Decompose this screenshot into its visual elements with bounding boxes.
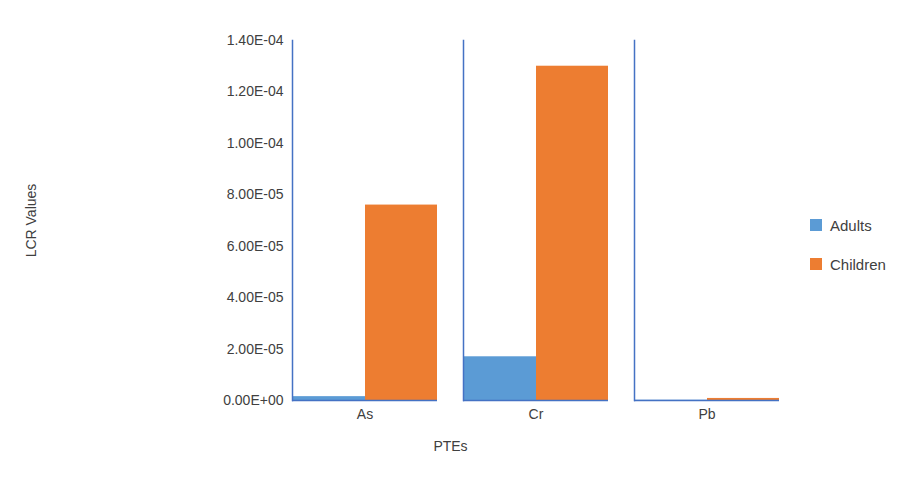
svg-text:6.00E-05: 6.00E-05 [227, 237, 284, 253]
svg-text:As: As [357, 406, 373, 422]
svg-text:1.40E-04: 1.40E-04 [227, 31, 284, 47]
svg-text:PTEs: PTEs [433, 437, 467, 453]
html-text:Children: Children [830, 255, 886, 273]
svg-text:Pb: Pb [698, 406, 715, 422]
svg-text:0.00E+00: 0.00E+00 [223, 391, 284, 407]
svg-text:1.00E-04: 1.00E-04 [227, 134, 284, 150]
svg-text:1.20E-04: 1.20E-04 [227, 83, 284, 99]
svg-text:2.00E-05: 2.00E-05 [227, 340, 284, 356]
html-text:Adults: Adults [830, 216, 872, 234]
svg-text:4.00E-05: 4.00E-05 [227, 289, 284, 305]
svg-text:LCR Values: LCR Values [23, 183, 39, 257]
svg-text:8.00E-05: 8.00E-05 [227, 186, 284, 202]
svg-text:Cr: Cr [529, 406, 544, 422]
